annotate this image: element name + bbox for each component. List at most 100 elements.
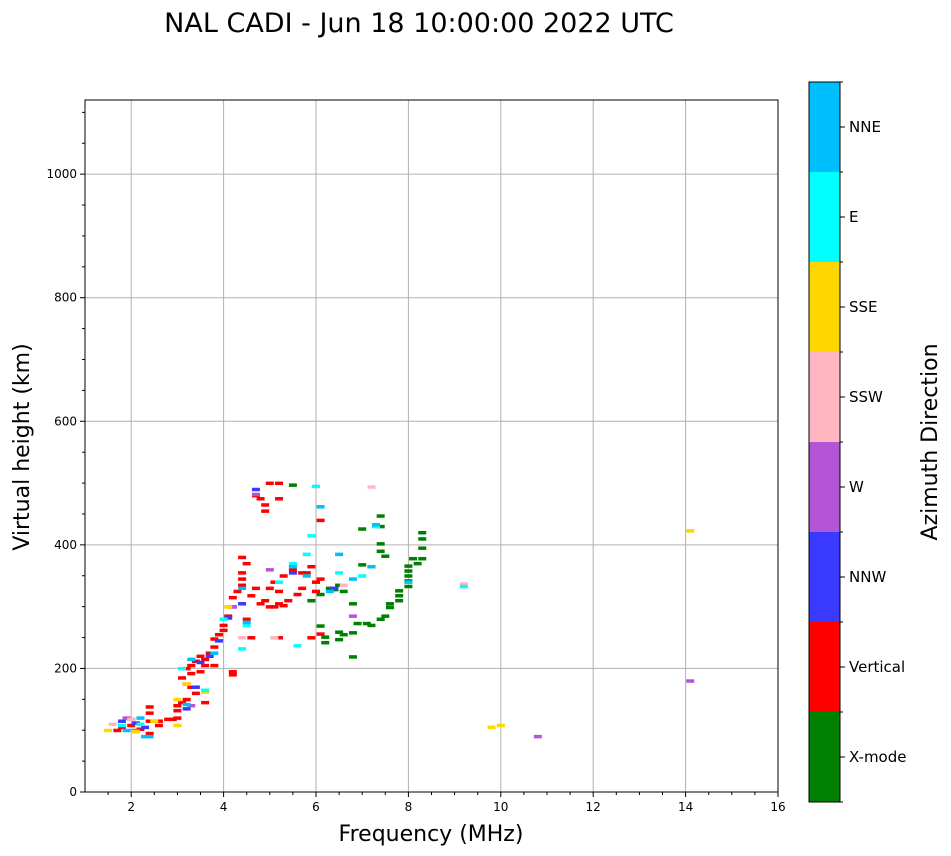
colorbar-tick-label: Vertical: [849, 658, 905, 676]
data-point-x-mode: [385, 602, 394, 606]
data-point-vertical: [307, 564, 316, 569]
data-point-vertical: [210, 645, 219, 649]
data-point-vertical: [265, 605, 274, 609]
data-point-sse: [686, 529, 695, 533]
data-point-x-mode: [395, 598, 404, 603]
data-point-vertical: [247, 594, 256, 598]
colorbar-segment: [809, 352, 840, 442]
data-point-vertical: [298, 571, 307, 575]
data-point-x-mode: [358, 563, 367, 567]
data-point-w: [686, 679, 695, 683]
y-tick-label: 600: [54, 414, 77, 428]
data-point-x-mode: [413, 561, 422, 566]
grid-lines: [85, 100, 778, 792]
data-point-vertical: [113, 728, 122, 733]
x-tick-label: 2: [127, 800, 135, 814]
data-point-vertical: [293, 592, 302, 597]
data-point-x-mode: [316, 624, 325, 628]
data-point-x-mode: [395, 594, 404, 598]
colorbar-segment: [809, 442, 840, 532]
data-point-nne: [372, 522, 381, 527]
colorbar-segment: [809, 172, 840, 262]
data-point-vertical: [270, 605, 279, 609]
data-point-x-mode: [335, 637, 344, 642]
data-point-sse: [104, 728, 113, 733]
colorbar-tick-label: SSE: [849, 298, 878, 316]
data-point-e: [275, 580, 284, 584]
data-point-e: [117, 723, 126, 728]
data-point-nne: [288, 564, 297, 569]
data-point-nne: [404, 580, 413, 584]
colorbar-tick-label: NNW: [849, 568, 886, 586]
data-point-vertical: [302, 571, 311, 575]
data-point-vertical: [187, 671, 196, 676]
data-point-vertical: [256, 497, 265, 501]
data-point-x-mode: [348, 602, 357, 606]
data-point-e: [238, 647, 247, 651]
data-point-w: [122, 716, 131, 720]
y-tick-label: 1000: [46, 167, 77, 181]
data-point-sse: [131, 729, 140, 734]
data-point-nnw: [196, 660, 205, 665]
data-point-x-mode: [339, 632, 348, 637]
data-point-vertical: [279, 603, 288, 608]
data-point-sse: [173, 723, 182, 728]
x-tick-label: 8: [405, 800, 413, 814]
data-point-nne: [136, 716, 145, 720]
data-point-vertical: [275, 481, 284, 486]
data-point-x-mode: [348, 631, 357, 635]
data-point-vertical: [201, 700, 210, 705]
data-point-vertical: [145, 731, 154, 736]
data-point-x-mode: [409, 556, 418, 561]
data-point-vertical: [275, 602, 284, 606]
data-point-e: [136, 722, 145, 727]
colorbar-tick-label: X-mode: [849, 748, 906, 766]
data-point-vertical: [284, 598, 293, 603]
colorbar-tick-label: E: [849, 208, 858, 226]
data-point-vertical: [210, 637, 219, 641]
data-point-x-mode: [418, 546, 427, 550]
data-point-nne: [145, 734, 154, 739]
y-tick-label: 400: [54, 538, 77, 552]
data-point-e: [242, 623, 251, 628]
data-point-vertical: [187, 685, 196, 689]
data-point-x-mode: [316, 592, 325, 597]
data-point-vertical: [228, 670, 237, 674]
data-point-vertical: [182, 666, 191, 671]
data-point-e: [219, 617, 228, 621]
data-point-vertical: [270, 580, 279, 584]
data-point-sse: [182, 682, 191, 686]
data-point-vertical: [265, 481, 274, 486]
data-point-ssw: [127, 717, 136, 722]
data-point-vertical: [191, 691, 200, 696]
data-point-w: [265, 568, 274, 572]
data-point-ssw: [367, 485, 376, 489]
data-point-vertical: [219, 623, 228, 628]
colorbar-segment: [809, 532, 840, 622]
colorbar-label: Azimuth Direction: [918, 343, 943, 540]
data-point-x-mode: [376, 617, 385, 621]
data-point-sse: [487, 725, 496, 730]
colorbar: X-mode Vertical NNW W SSW SSE E NNE: [808, 81, 906, 803]
data-point-vertical: [261, 598, 270, 603]
data-point-sse: [173, 697, 182, 702]
data-point-vertical: [224, 614, 233, 618]
data-point-nnw: [224, 616, 233, 620]
data-point-vertical: [178, 700, 187, 705]
data-point-nne: [238, 586, 247, 591]
data-point-vertical: [219, 628, 228, 633]
data-point-x-mode: [362, 621, 371, 626]
data-point-vertical: [173, 704, 182, 708]
data-point-sse: [150, 719, 159, 723]
data-point-x-mode: [404, 564, 413, 568]
data-point-vertical: [145, 705, 154, 709]
data-point-vertical: [288, 568, 297, 572]
data-point-nne: [210, 651, 219, 655]
y-axis-label: Virtual height (km): [10, 343, 35, 550]
data-point-e: [372, 524, 381, 529]
data-point-x-mode: [404, 574, 413, 578]
data-point-w: [187, 704, 196, 708]
colorbar-tick-label: W: [849, 478, 864, 496]
colorbar-segment: [809, 262, 840, 352]
